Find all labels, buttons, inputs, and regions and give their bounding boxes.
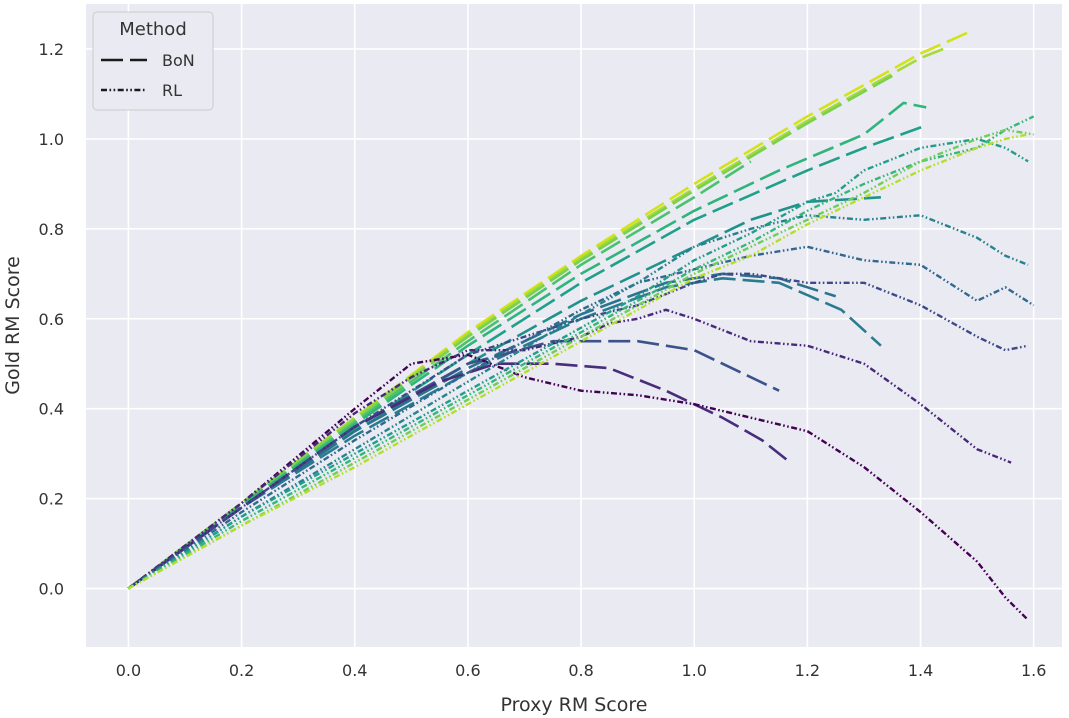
x-tick-label: 1.4	[908, 661, 933, 680]
y-tick-label: 0.2	[39, 490, 64, 509]
legend: Method BoN RL	[92, 11, 214, 111]
x-tick-label: 1.6	[1021, 661, 1046, 680]
x-tick-label: 0.6	[455, 661, 480, 680]
bon-series-line	[127, 160, 752, 590]
tick-labels: 0.0 0.2 0.4 0.6 0.8 1.0 1.2 1.4 1.6 0.0 0.2 0.4 0.6 0…	[39, 40, 1047, 680]
y-tick-label: 0.8	[39, 220, 64, 239]
x-tick-label: 0.0	[116, 661, 141, 680]
legend-label-bon: BoN	[162, 51, 195, 70]
y-axis-label: Gold RM Score	[2, 256, 24, 395]
bon-series-line	[127, 74, 893, 590]
y-tick-label: 0.0	[39, 580, 64, 599]
y-tick-label: 0.4	[39, 400, 64, 419]
rl-series-line	[127, 272, 1029, 590]
legend-title: Method	[119, 19, 187, 40]
rl-series-line	[127, 353, 1029, 621]
x-axis-label: Proxy RM Score	[501, 694, 648, 716]
x-tick-label: 0.2	[229, 661, 254, 680]
series-lines	[127, 29, 1035, 621]
x-tick-label: 1.0	[682, 661, 707, 680]
y-tick-label: 1.0	[39, 130, 64, 149]
legend-box	[92, 11, 214, 111]
bon-series-line	[127, 277, 882, 590]
rl-series-line	[127, 115, 1035, 590]
x-tick-label: 0.4	[342, 661, 367, 680]
bon-series-line	[127, 101, 927, 590]
x-tick-label: 1.2	[795, 661, 820, 680]
plot-background	[86, 4, 1062, 647]
legend-label-rl: RL	[162, 81, 182, 100]
rl-series-line	[127, 245, 1035, 590]
rl-series-line	[127, 214, 1029, 590]
rl-series-line	[127, 128, 1034, 590]
y-tick-label: 0.6	[39, 310, 64, 329]
rl-series-line	[127, 308, 1012, 590]
x-tick-label: 0.8	[568, 661, 593, 680]
y-tick-label: 1.2	[39, 40, 64, 59]
bon-series-line	[127, 362, 792, 590]
